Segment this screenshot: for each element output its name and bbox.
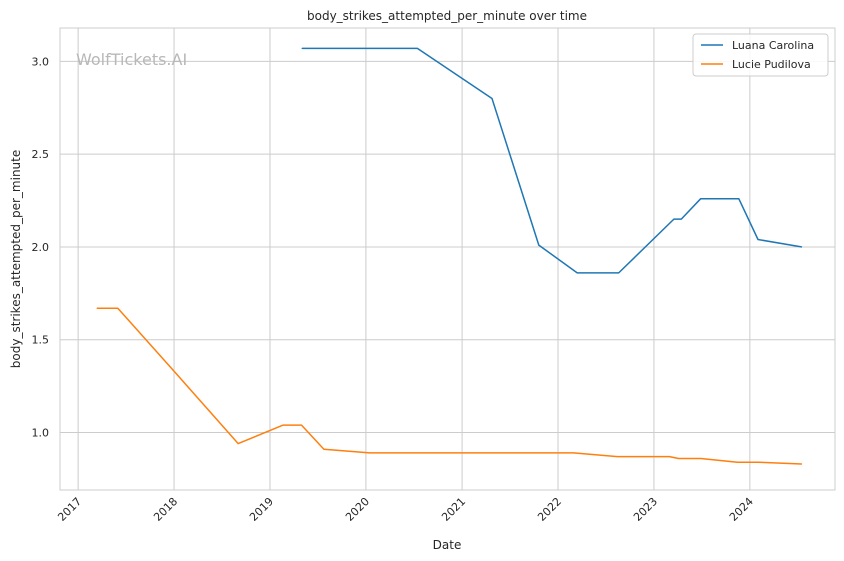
y-tick-label-1-0: 1.0 <box>32 426 50 439</box>
chart-title: body_strikes_attempted_per_minute over t… <box>307 9 587 23</box>
grid <box>60 28 835 490</box>
y-tick-label-2-5: 2.5 <box>32 148 50 161</box>
y-tick-label-2-0: 2.0 <box>32 241 50 254</box>
watermark: WolfTickets.AI <box>76 50 187 69</box>
x-axis-title: Date <box>433 538 462 552</box>
y-tick-label-1-5: 1.5 <box>32 334 50 347</box>
series-line-lucie-pudilova <box>96 307 803 465</box>
y-axis-title: body_strikes_attempted_per_minute <box>9 150 23 368</box>
series-lines <box>96 47 803 465</box>
legend-box <box>692 33 829 77</box>
y-tick-label-3-0: 3.0 <box>32 55 50 68</box>
legend-label-lucie-pudilova: Lucie Pudilova <box>732 58 811 71</box>
plot-frame <box>59 27 836 491</box>
legend: Luana Carolina Lucie Pudilova <box>692 33 829 77</box>
legend-label-luana-carolina: Luana Carolina <box>732 39 814 52</box>
series-line-luana-carolina <box>301 47 803 274</box>
